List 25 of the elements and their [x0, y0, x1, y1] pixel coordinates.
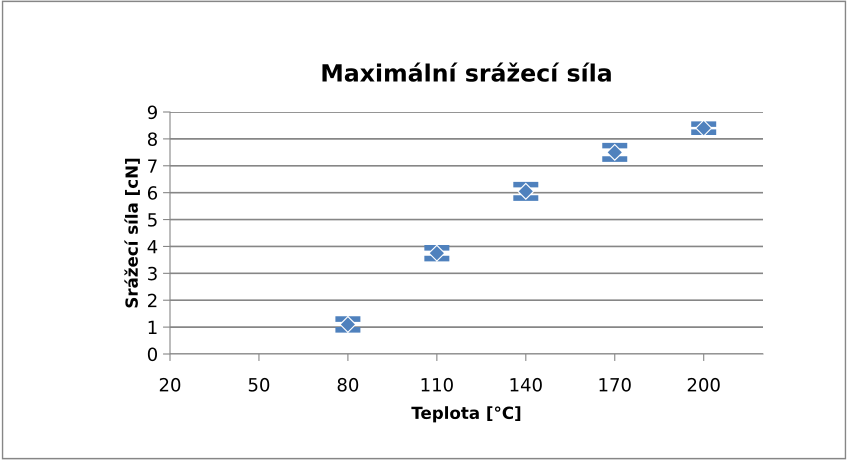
- y-tick-label: 7: [148, 159, 157, 173]
- x-tick-label: 80: [338, 378, 358, 392]
- y-tick-label: 3: [148, 266, 157, 280]
- x-tick-label: 20: [160, 378, 180, 392]
- x-tick-label: 110: [422, 378, 453, 392]
- y-tick-label: 8: [148, 132, 157, 146]
- point: [339, 316, 356, 333]
- x-axis-title: Teplota [°C]: [411, 406, 520, 422]
- y-tick-label: 5: [148, 213, 157, 227]
- y-tick-label: 0: [148, 347, 157, 362]
- y-tick-label: 1: [148, 320, 157, 334]
- point: [606, 144, 624, 161]
- point: [517, 182, 534, 200]
- point: [428, 244, 446, 262]
- y-tick-label: 2: [148, 294, 156, 308]
- chart-title: Maximální srážecí síla: [322, 62, 611, 82]
- y-tick-label: 4: [148, 240, 158, 254]
- x-tick-label: 170: [600, 378, 631, 392]
- x-tick-label: 50: [248, 378, 270, 392]
- x-tick-label: 140: [510, 378, 542, 392]
- x-tick-label: 200: [688, 378, 720, 392]
- y-tick-label: 9: [148, 105, 157, 120]
- point: [695, 120, 712, 137]
- y-tick-label: 6: [148, 186, 158, 200]
- y-axis-title: Srážecí síla [cN]: [124, 158, 140, 308]
